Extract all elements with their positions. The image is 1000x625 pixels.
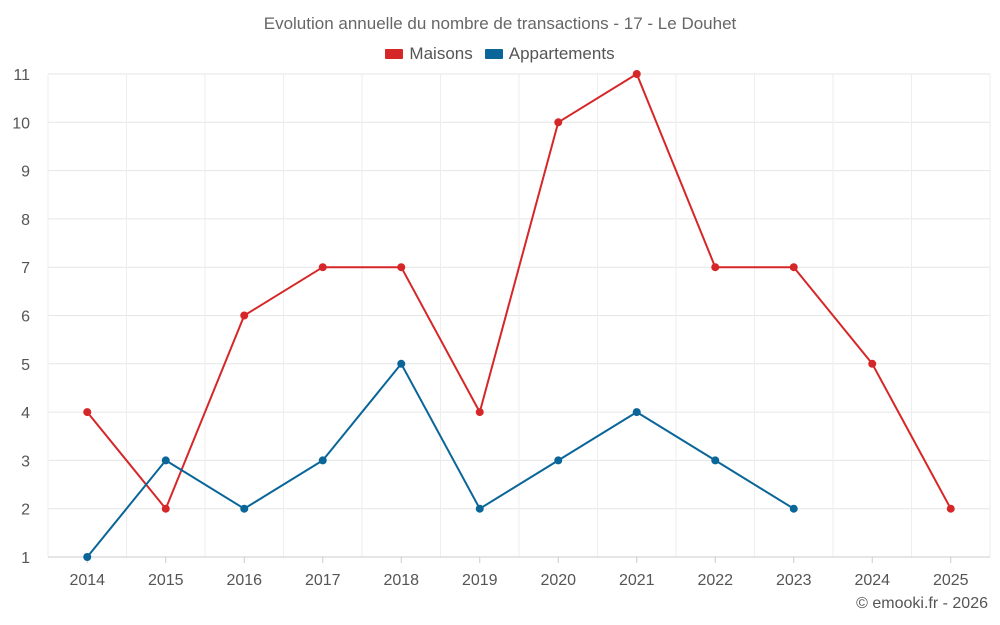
y-tick-label-4: 4	[21, 405, 30, 422]
y-tick-label-6: 6	[21, 309, 30, 326]
point-appartements-2018	[397, 359, 406, 368]
legend-item-maisons[interactable]: Maisons	[385, 44, 473, 64]
legend-label-maisons: Maisons	[409, 44, 473, 63]
series-line-appartements	[86, 362, 795, 558]
x-tick-label-2014: 2014	[69, 572, 105, 589]
x-tick-label-2019: 2019	[462, 572, 498, 589]
point-appartements-2022	[711, 456, 720, 465]
x-tick-label-2015: 2015	[148, 572, 184, 589]
y-tick-label-5: 5	[21, 357, 30, 374]
y-tick-label-10: 10	[12, 115, 30, 132]
x-tick-label-2017: 2017	[305, 572, 341, 589]
point-maisons-2015	[161, 504, 170, 513]
point-maisons-2016	[240, 311, 249, 320]
y-tick-label-2: 2	[21, 502, 30, 519]
point-maisons-2021	[632, 70, 641, 78]
point-maisons-2019	[475, 408, 484, 417]
y-tick-label-9: 9	[21, 164, 30, 181]
legend-swatch-maisons	[385, 49, 404, 59]
point-maisons-2018	[397, 263, 406, 272]
point-maisons-2024	[868, 359, 877, 368]
y-tick-label-1: 1	[21, 550, 30, 567]
y-tick-label-3: 3	[21, 453, 30, 470]
point-maisons-2014	[83, 408, 92, 417]
chart-title: Evolution annuelle du nombre de transact…	[263, 14, 737, 33]
point-maisons-2023	[789, 263, 798, 272]
x-tick-label-2016: 2016	[226, 572, 262, 589]
x-tick-label-2023: 2023	[776, 572, 812, 589]
y-tick-label-7: 7	[21, 260, 30, 277]
point-appartements-2019	[475, 504, 484, 513]
point-appartements-2014	[83, 553, 92, 561]
point-maisons-2022	[711, 263, 720, 272]
x-tick-label-2020: 2020	[540, 572, 576, 589]
point-appartements-2020	[554, 456, 563, 465]
point-appartements-2015	[161, 456, 170, 465]
legend-label-appartements: Appartements	[508, 44, 615, 63]
point-appartements-2021	[632, 408, 641, 417]
legend: Maisons Appartements	[0, 44, 1000, 64]
point-appartements-2023	[789, 504, 798, 513]
point-appartements-2016	[240, 504, 249, 513]
legend-item-appartements[interactable]: Appartements	[484, 44, 615, 64]
point-maisons-2017	[318, 263, 327, 272]
x-tick-label-2018: 2018	[383, 572, 419, 589]
x-tick-label-2025: 2025	[933, 572, 969, 589]
x-tick-label-2024: 2024	[854, 572, 890, 589]
point-maisons-2020	[554, 118, 563, 127]
x-tick-label-2022: 2022	[697, 572, 733, 589]
x-tick-label-2021: 2021	[619, 572, 655, 589]
point-maisons-2025	[946, 504, 955, 513]
point-appartements-2017	[318, 456, 327, 465]
y-tick-label-8: 8	[21, 212, 30, 229]
credit-text: © emooki.fr - 2026	[856, 595, 988, 612]
series-line-maisons	[86, 73, 952, 510]
legend-swatch-appartements	[484, 49, 503, 59]
y-tick-label-11: 11	[13, 67, 30, 84]
